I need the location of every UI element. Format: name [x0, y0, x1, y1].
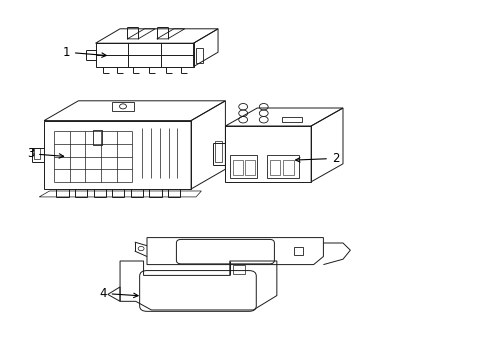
Bar [294, 247, 303, 255]
Text: 4: 4 [99, 287, 138, 300]
Bar [196, 49, 203, 63]
Bar [34, 148, 40, 159]
Bar [230, 155, 257, 178]
Text: 2: 2 [295, 152, 340, 165]
Bar [112, 102, 134, 111]
Bar [215, 141, 222, 162]
Bar [283, 160, 294, 175]
Bar [282, 117, 302, 122]
Bar [245, 160, 255, 175]
Bar [233, 160, 243, 175]
Text: 3: 3 [26, 147, 64, 160]
Bar [93, 130, 102, 144]
Text: 1: 1 [62, 46, 106, 59]
Bar [267, 155, 299, 178]
Bar [233, 265, 245, 274]
Bar [270, 160, 280, 175]
